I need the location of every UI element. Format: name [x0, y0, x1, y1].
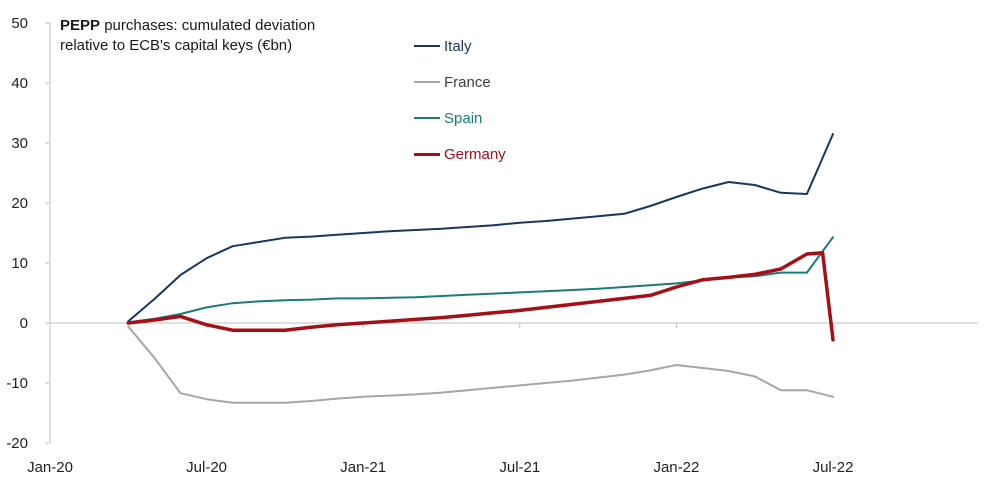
legend-swatch-germany: [414, 152, 440, 156]
y-tick-label: -20: [6, 435, 28, 452]
legend-swatch-italy: [414, 45, 440, 47]
y-tick-label: 10: [11, 255, 28, 272]
y-tick-label: -10: [6, 375, 28, 392]
series-line-france: [127, 325, 834, 404]
legend-item-germany: Germany: [414, 136, 506, 172]
x-axis-ticks: Jan-20 Jul-20 Jan-21 Jul-21 Jan-22 Jul-22: [27, 323, 853, 476]
series-line-germany: [126, 251, 835, 342]
series-line-italy: [127, 133, 834, 323]
series-line-spain: [127, 236, 834, 324]
legend: Italy France Spain Germany: [414, 28, 506, 172]
y-tick-label: 50: [11, 15, 28, 32]
legend-label-france: France: [444, 73, 491, 91]
y-tick-label: 30: [11, 135, 28, 152]
x-tick-label: Jan-20: [27, 459, 73, 476]
x-tick-label: Jul-20: [186, 459, 227, 476]
x-tick-label: Jan-22: [653, 459, 699, 476]
x-tick-label: Jan-21: [340, 459, 386, 476]
legend-swatch-france: [414, 81, 440, 83]
chart-title-bold: PEPP: [60, 17, 101, 34]
y-tick-label: 0: [20, 315, 28, 332]
x-tick-label: Jul-21: [499, 459, 540, 476]
legend-item-italy: Italy: [414, 28, 506, 64]
y-axis-ticks: -20 -10 0 10 20 30 40 50: [6, 15, 50, 452]
legend-swatch-spain: [414, 117, 440, 119]
legend-label-italy: Italy: [444, 37, 472, 55]
legend-item-france: France: [414, 64, 506, 100]
chart-title-line2: relative to ECB's capital keys (€bn): [60, 37, 293, 54]
y-tick-label: 20: [11, 195, 28, 212]
y-tick-label: 40: [11, 75, 28, 92]
axes: [49, 23, 978, 443]
x-tick-label: Jul-22: [813, 459, 854, 476]
chart-title-rest: purchases: cumulated deviation: [104, 17, 316, 34]
legend-item-spain: Spain: [414, 100, 506, 136]
series-lines: [126, 133, 835, 404]
legend-label-germany: Germany: [444, 145, 506, 163]
chart-title: PEPP purchases: cumulated deviation rela…: [60, 16, 315, 56]
legend-label-spain: Spain: [444, 109, 483, 127]
